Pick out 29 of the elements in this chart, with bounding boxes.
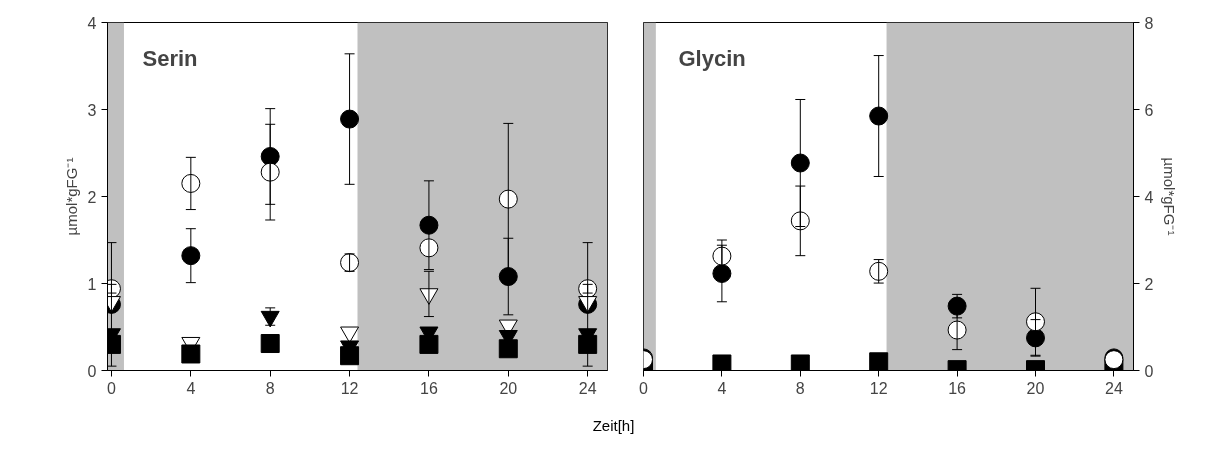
x-tick-label: 0 <box>107 379 117 397</box>
y-tick-label: 4 <box>87 14 97 32</box>
y2-tick-label: 0 <box>1144 362 1154 380</box>
x-tick-label: 24 <box>578 379 597 397</box>
y-axis-title: µmol*gFG⁻¹ <box>62 157 80 236</box>
x-tick-label: 16 <box>420 379 438 397</box>
x-axis-title: Zeit[h] <box>592 416 635 436</box>
x-tick-label: 4 <box>186 379 196 397</box>
y2-tick-label: 6 <box>1144 101 1154 119</box>
x-tick-label: 4 <box>717 379 727 397</box>
x-tick-label: 20 <box>1026 379 1045 397</box>
text: Glycin <box>678 45 746 71</box>
x-tick-label: 12 <box>340 379 359 397</box>
text: Serin <box>142 45 198 71</box>
x-tick-label: 0 <box>639 379 649 397</box>
y2-tick-label: 2 <box>1144 275 1154 293</box>
x-tick-label: 16 <box>948 379 967 397</box>
y-tick-label: 1 <box>87 275 97 293</box>
y2-tick-label: 8 <box>1144 14 1154 32</box>
x-tick-label: 8 <box>265 379 275 397</box>
x-tick-label: 12 <box>869 379 888 397</box>
x-tick-label: 20 <box>499 379 518 397</box>
x-tick-label: 8 <box>795 379 805 397</box>
x-tick-label: 24 <box>1105 379 1123 397</box>
y-tick-label: 2 <box>87 188 97 206</box>
y-tick-label: 0 <box>87 362 97 380</box>
y2-tick-label: 4 <box>1144 188 1154 206</box>
y2-axis-title: µmol*gFG⁻¹ <box>1161 157 1179 236</box>
y-tick-label: 3 <box>87 101 97 119</box>
